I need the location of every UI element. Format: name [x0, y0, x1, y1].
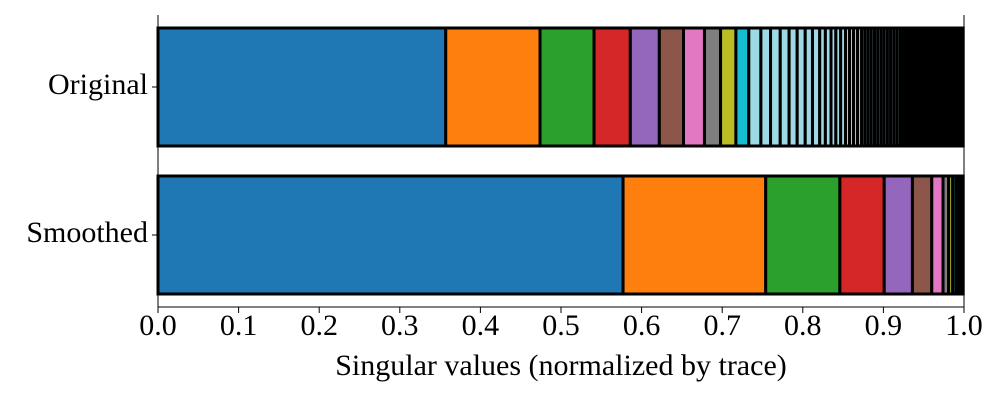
bar-segment — [621, 174, 768, 296]
y-tick-label: Smoothed — [26, 216, 148, 249]
bar-segment — [538, 26, 596, 148]
bar-segment — [657, 26, 686, 148]
bar-segment — [960, 26, 965, 148]
x-tick-label: 0.8 — [784, 309, 822, 342]
x-tick-label: 0.3 — [381, 309, 419, 342]
bar-segment — [838, 174, 886, 296]
bar-segment — [682, 26, 706, 148]
bar-segment — [734, 26, 751, 148]
bar-segment — [910, 174, 934, 296]
x-axis-label: Singular values (normalized by trace) — [335, 349, 787, 382]
bar-segment — [702, 26, 723, 148]
bar-segment — [747, 26, 763, 148]
bar-segment — [628, 26, 661, 148]
bar-segment — [960, 174, 965, 296]
x-tick-label: 0.5 — [542, 309, 580, 342]
y-tick-label: Original — [48, 68, 148, 101]
x-tick-label: 0.0 — [139, 309, 177, 342]
bar-segment — [764, 174, 842, 296]
x-tick-label: 0.1 — [220, 309, 258, 342]
bar-segment — [882, 174, 914, 296]
bar-segment — [444, 26, 542, 148]
bar-segment — [156, 26, 448, 148]
x-tick-label: 0.7 — [703, 309, 741, 342]
bar-segment — [930, 174, 945, 296]
bar-segment — [719, 26, 738, 148]
bar-segment — [592, 26, 632, 148]
x-tick-label: 0.2 — [300, 309, 338, 342]
bar-segment — [156, 174, 625, 296]
x-tick-label: 0.4 — [462, 309, 500, 342]
x-tick-label: 1.0 — [945, 309, 983, 342]
x-tick-label: 0.6 — [623, 309, 661, 342]
x-tick-label: 0.9 — [865, 309, 903, 342]
